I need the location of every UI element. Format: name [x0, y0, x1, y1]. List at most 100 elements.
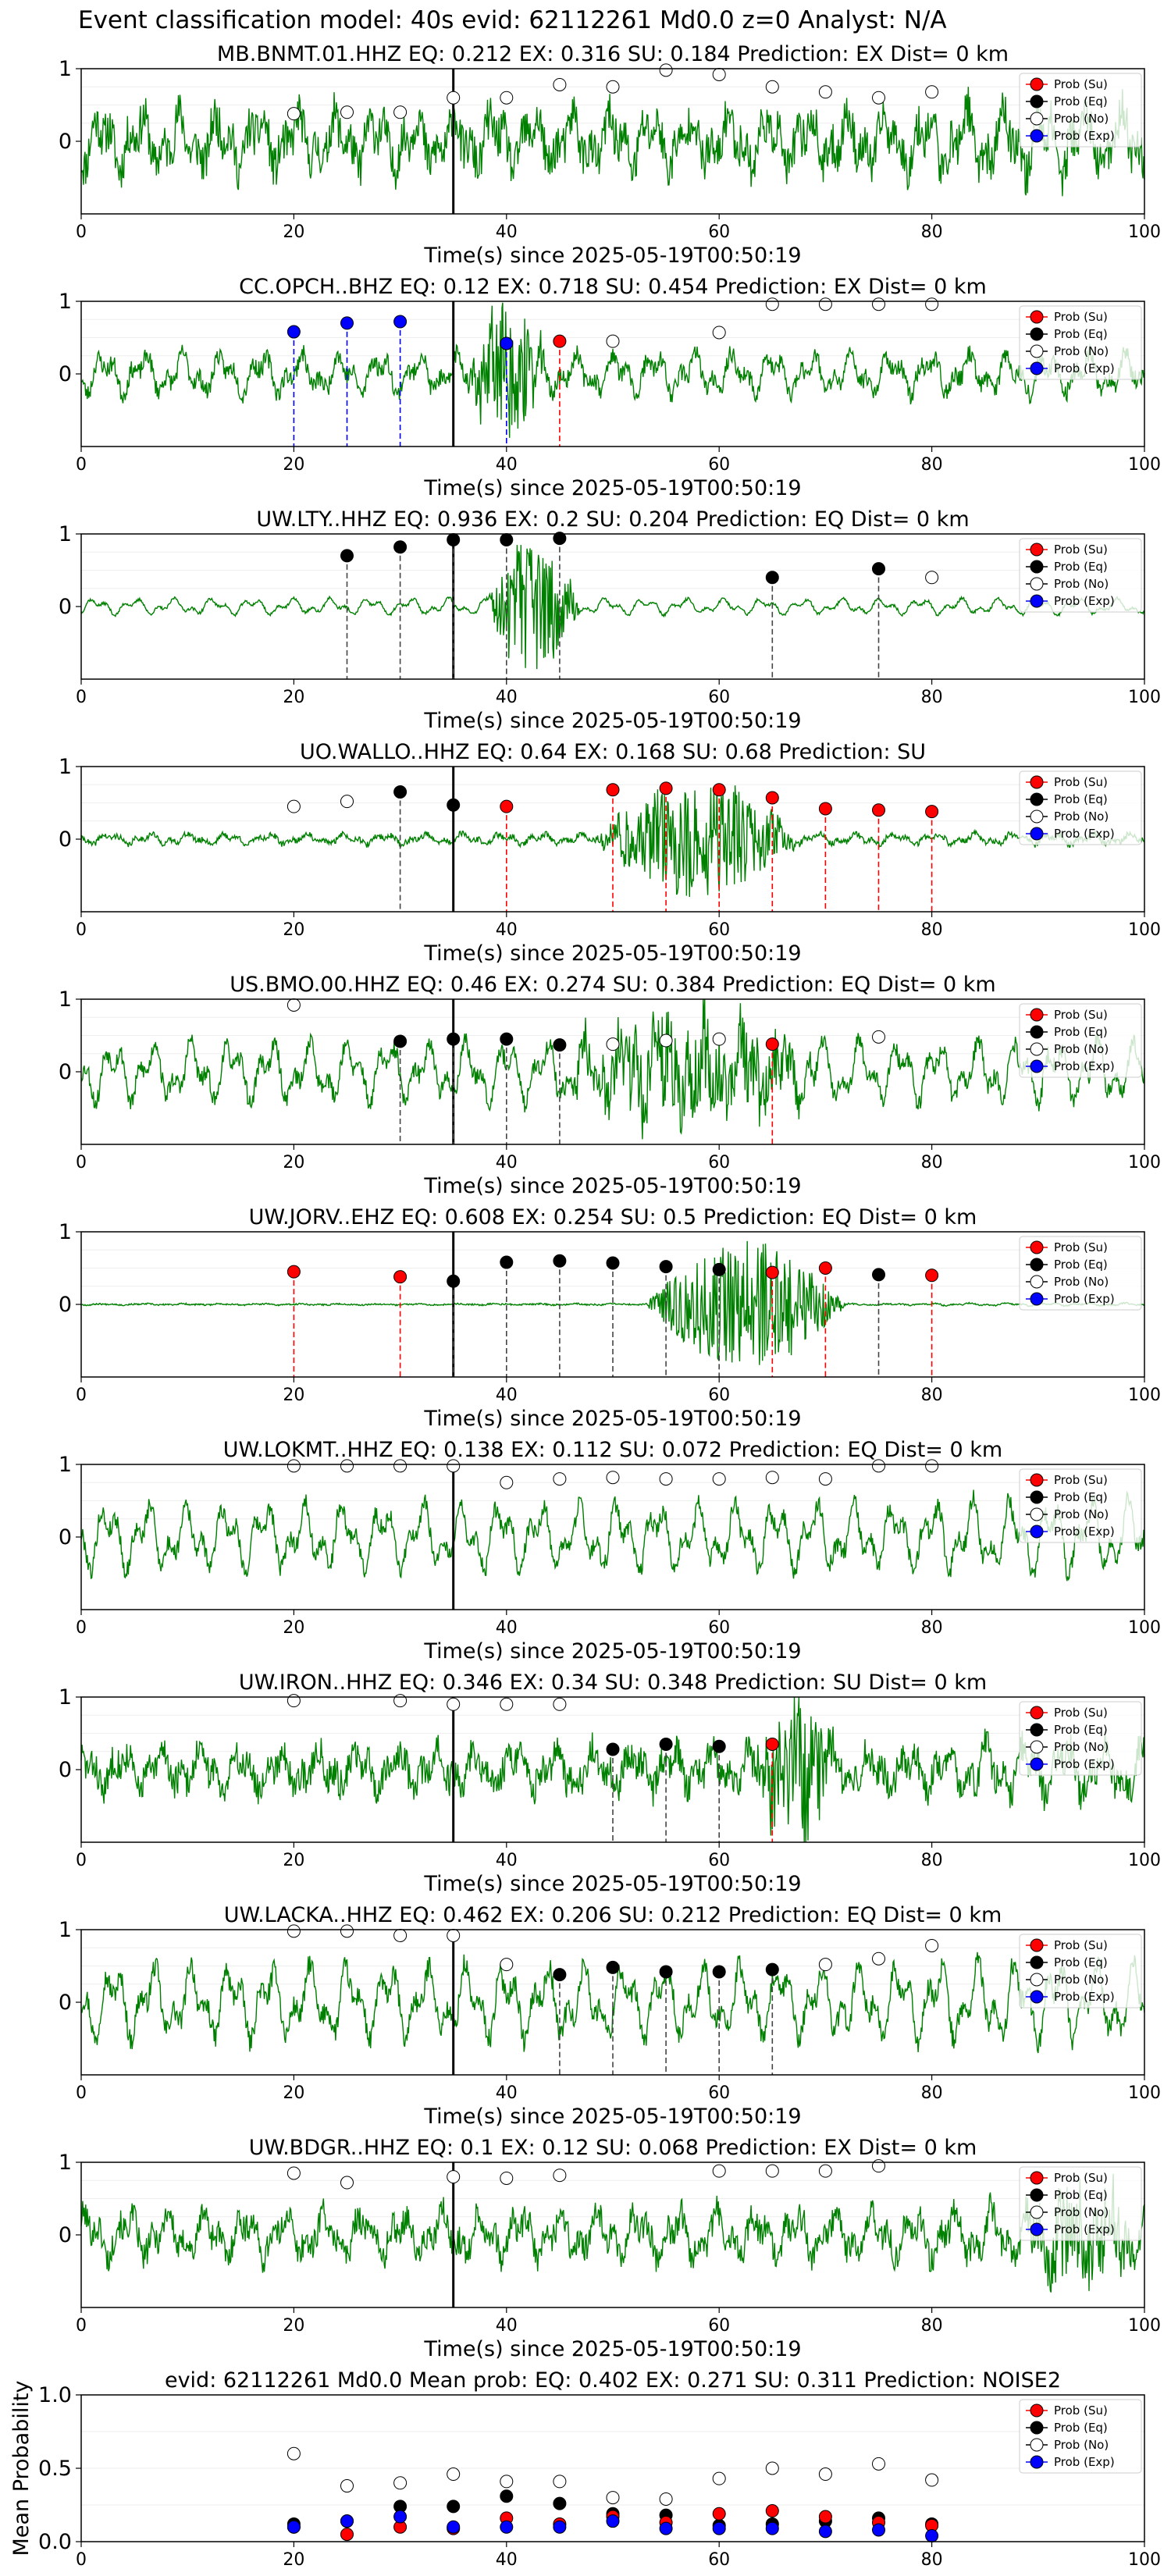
mean-marker-no: [393, 2476, 408, 2490]
y-tick-label: 1: [59, 1453, 72, 1477]
prob-marker-no: [818, 1472, 832, 1486]
x-tick-label: 60: [708, 688, 730, 707]
mean-marker-exp: [872, 2523, 885, 2537]
legend-label: Prob (Eq): [1054, 560, 1108, 574]
legend-marker: [1030, 1240, 1044, 1254]
legend-marker: [1030, 1723, 1044, 1737]
waveform-trace: [80, 998, 1145, 1140]
prob-marker-no: [447, 91, 461, 105]
prob-marker-no: [659, 1034, 673, 1048]
legend-marker: [1030, 1525, 1044, 1539]
legend-marker: [1030, 1292, 1044, 1306]
prob-marker-no: [765, 80, 779, 94]
legend-marker: [1030, 2222, 1044, 2236]
legend-marker: [1030, 543, 1044, 557]
x-tick-label: 60: [708, 1153, 730, 1172]
legend-marker: [1030, 792, 1044, 806]
y-tick-label: 0.0: [38, 2530, 72, 2554]
y-tick-label: 0: [59, 595, 72, 619]
prob-marker-no: [287, 1924, 301, 1938]
legend-marker: [1030, 129, 1044, 143]
prob-marker-no: [765, 297, 779, 311]
y-tick-label: 1: [59, 1685, 72, 1710]
prob-marker-no: [553, 77, 567, 91]
prob-marker-no: [712, 326, 726, 340]
x-tick-label: 100: [1128, 1618, 1161, 1638]
legend-marker: [1030, 594, 1044, 608]
legend-marker: [1030, 327, 1044, 341]
prob-marker-eq: [659, 1260, 673, 1274]
prob-marker-eq: [447, 532, 461, 546]
x-tick-label: 100: [1128, 688, 1161, 707]
prob-marker-eq: [500, 532, 514, 546]
panel-title: evid: 62112261 Md0.0 Mean prob: EQ: 0.40…: [165, 2368, 1061, 2393]
mean-marker-su: [712, 2507, 726, 2521]
legend-label: Prob (Su): [1054, 543, 1108, 557]
station-panel: UW.LOKMT..HHZ EQ: 0.138 EX: 0.112 SU: 0.…: [59, 1438, 1161, 1663]
prob-marker-eq: [712, 1739, 726, 1753]
x-tick-label: 20: [283, 2550, 304, 2570]
x-axis-label: Time(s) since 2025-05-19T00:50:19: [423, 1872, 801, 1896]
prob-marker-eq: [712, 1965, 726, 1979]
waveform-trace: [80, 2173, 1145, 2293]
x-tick-label: 20: [283, 2316, 304, 2336]
legend-marker: [1030, 775, 1044, 789]
prob-marker-eq: [553, 1968, 567, 1982]
x-tick-label: 40: [496, 2083, 518, 2103]
x-tick-label: 40: [496, 1851, 518, 1870]
y-tick-label: 1: [59, 1220, 72, 1244]
legend-label: Prob (Exp): [1054, 129, 1115, 143]
prob-marker-no: [818, 297, 832, 311]
x-tick-label: 0: [76, 688, 87, 707]
prob-marker-eq: [606, 1960, 620, 1974]
x-tick-label: 60: [708, 1851, 730, 1870]
prob-marker-no: [925, 297, 939, 311]
legend-label: Prob (Exp): [1054, 1757, 1115, 1771]
prob-marker-no: [925, 1459, 939, 1473]
y-tick-label: 1: [59, 755, 72, 779]
x-tick-label: 100: [1128, 1851, 1161, 1870]
x-tick-label: 40: [496, 1386, 518, 1405]
legend-marker: [1030, 77, 1044, 91]
prob-marker-no: [818, 85, 832, 99]
legend-marker: [1030, 827, 1044, 841]
prob-marker-no: [340, 105, 354, 119]
legend-label: Prob (Eq): [1054, 327, 1108, 341]
mean-marker-no: [872, 2457, 885, 2471]
mean-marker-no: [447, 2467, 461, 2482]
prob-marker-eq: [447, 1274, 461, 1288]
prob-marker-no: [925, 1938, 939, 1952]
prob-marker-su: [606, 783, 620, 797]
waveform-trace: [80, 1489, 1145, 1582]
x-tick-label: 80: [921, 1153, 943, 1172]
mean-marker-exp: [606, 2514, 620, 2528]
x-tick-label: 60: [708, 2083, 730, 2103]
station-panel: UW.IRON..HHZ EQ: 0.346 EX: 0.34 SU: 0.34…: [59, 1670, 1161, 1896]
y-axis-label: Mean Probability: [9, 2381, 34, 2556]
legend-label: Prob (Exp): [1054, 1990, 1115, 2004]
station-panel: MB.BNMT.01.HHZ EQ: 0.212 EX: 0.316 SU: 0…: [59, 42, 1161, 268]
prob-marker-su: [765, 1265, 779, 1279]
prob-marker-no: [447, 1697, 461, 1711]
x-tick-label: 20: [283, 1851, 304, 1870]
x-tick-label: 0: [76, 455, 87, 475]
prob-marker-no: [500, 1697, 514, 1711]
x-tick-label: 100: [1128, 1386, 1161, 1405]
figure-title: Event classification model: 40s evid: 62…: [78, 6, 947, 34]
mean-marker-exp: [553, 2520, 567, 2534]
prob-marker-eq: [553, 1038, 567, 1052]
legend-box: [1019, 2399, 1142, 2474]
prob-marker-no: [447, 1459, 461, 1473]
prob-marker-no: [925, 571, 939, 585]
legend-label: Prob (No): [1054, 112, 1109, 126]
prob-marker-eq: [500, 1032, 514, 1046]
mean-marker-eq: [500, 2489, 514, 2503]
legend-label: Prob (Eq): [1054, 1025, 1108, 1039]
legend-marker: [1030, 1990, 1044, 2004]
y-tick-label: 1: [59, 987, 72, 1012]
plot-frame: [80, 1464, 1145, 1610]
y-tick-label: 0: [59, 827, 72, 852]
mean-marker-exp: [765, 2521, 779, 2535]
legend-label: Prob (Eq): [1054, 2188, 1108, 2202]
prob-marker-no: [872, 1952, 885, 1966]
